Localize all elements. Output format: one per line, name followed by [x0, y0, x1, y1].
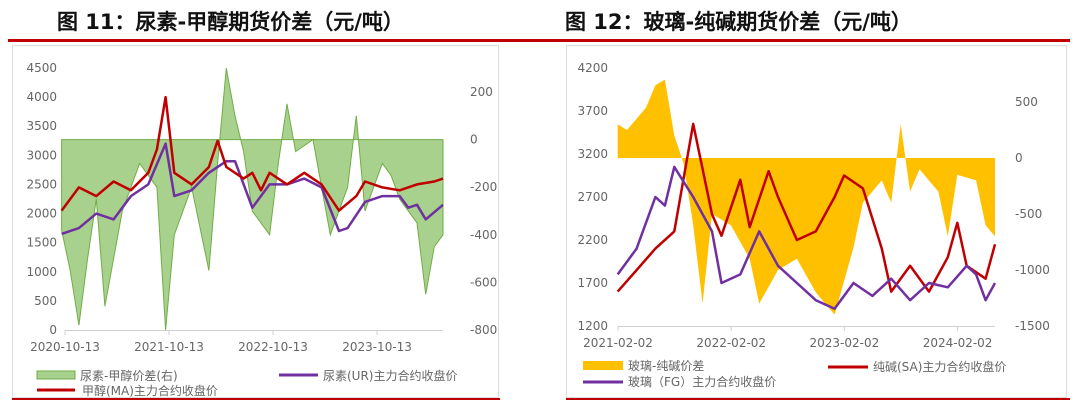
legend-label-spread: 尿素-甲醇价差(右) — [80, 368, 178, 383]
y-left-tick-label: 3000 — [26, 148, 57, 162]
y-right-tick-label: -400 — [470, 228, 497, 242]
y-left-tick-label: 4500 — [26, 61, 57, 75]
series-area-0 — [61, 68, 444, 331]
x-tick-label: 2021-02-02 — [583, 336, 653, 350]
y-left-tick-label: 1500 — [26, 236, 57, 250]
y-left-tick-label: 3200 — [577, 147, 608, 161]
legend-label-fg: 玻璃（FG）主力合约收盘价 — [628, 374, 776, 389]
y-left-tick-label: 1700 — [577, 276, 608, 290]
figure-11-title: 图 11：尿素-甲醇期货价差（元/吨） — [57, 10, 404, 34]
y-right-tick-label: 200 — [470, 85, 493, 99]
y-right-tick-label: -1000 — [1015, 263, 1050, 277]
y-right-tick-label: 0 — [1015, 151, 1023, 165]
y-right-tick-label: -600 — [470, 275, 497, 289]
legend-label-ma: 甲醇(MA)主力合约收盘价 — [82, 383, 218, 398]
y-right-tick-label: -800 — [470, 323, 497, 337]
legend-label-ur: 尿素(UR)主力合约收盘价 — [323, 368, 458, 383]
y-left-tick-label: 2200 — [577, 233, 608, 247]
x-tick-label: 2024-02-02 — [923, 336, 993, 350]
legend-label-sa: 纯碱(SA)主力合约收盘价 — [873, 359, 1006, 374]
figure-12-title: 图 12：玻璃-纯碱期货价差（元/吨） — [565, 10, 912, 34]
x-tick-label: 2022-02-02 — [696, 336, 766, 350]
y-right-tick-label: -500 — [1015, 207, 1042, 221]
title-rule — [8, 39, 1070, 42]
chart-12: 2021-02-02 2022-02-02 2023-02-02 2024-02-02… — [577, 61, 1049, 350]
series-line-2 — [616, 165, 997, 311]
y-right-tick-label: 0 — [470, 133, 478, 147]
y-left-tick-label: 3500 — [26, 119, 57, 133]
chart-12-frame — [566, 45, 1067, 398]
y-left-tick-label: 500 — [34, 294, 57, 308]
x-tick-label: 2021-10-13 — [134, 340, 204, 354]
x-tick-label: 2023-10-13 — [342, 340, 412, 354]
series-line-1 — [61, 142, 444, 236]
y-left-tick-label: 3700 — [577, 104, 608, 118]
bottom-rule-left — [12, 398, 500, 400]
series-area-0 — [617, 79, 995, 315]
bottom-rule-right — [566, 398, 1070, 400]
chart-11: 2020-10-13 2021-10-13 2022-10-13 2023-10-13… — [26, 61, 497, 354]
x-tick-label: 2020-10-13 — [30, 340, 100, 354]
chart-11-frame — [12, 45, 499, 398]
series-line-2 — [60, 95, 444, 212]
legend-swatch-glass-soda-spread — [583, 361, 623, 370]
x-tick-label: 2022-10-13 — [238, 340, 308, 354]
x-tick-label: 2023-02-02 — [810, 336, 880, 350]
y-left-tick-label: 1000 — [26, 265, 57, 279]
legend-label-glass-soda-spread: 玻璃-纯碱价差 — [628, 359, 704, 373]
y-left-tick-label: 4200 — [577, 61, 608, 75]
y-left-tick-label: 0 — [49, 323, 57, 337]
y-left-tick-label: 2700 — [577, 190, 608, 204]
y-left-tick-label: 1200 — [577, 319, 608, 333]
y-right-tick-label: -200 — [470, 180, 497, 194]
y-right-tick-label: 500 — [1015, 95, 1038, 109]
series-line-1 — [616, 122, 997, 293]
y-left-tick-label: 2500 — [26, 177, 57, 191]
legend-swatch-spread — [36, 370, 76, 380]
y-right-tick-label: -1500 — [1015, 319, 1050, 333]
y-left-tick-label: 4000 — [26, 90, 57, 104]
y-left-tick-label: 2000 — [26, 207, 57, 221]
